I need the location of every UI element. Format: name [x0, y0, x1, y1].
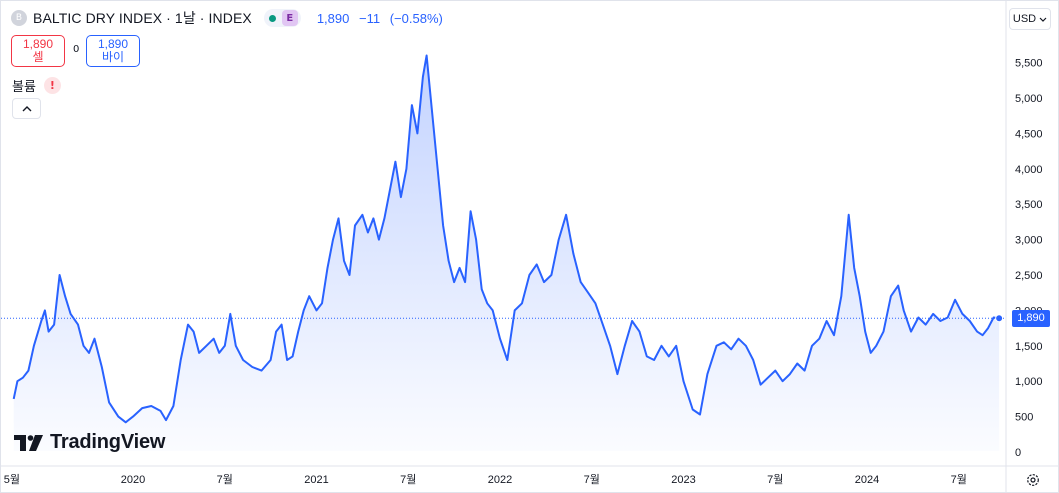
price-change-percent: (−0.58%) — [389, 10, 443, 26]
settings-icon — [1027, 474, 1039, 486]
y-tick-label: 0 — [1015, 447, 1021, 459]
sell-label: 셀 — [32, 50, 44, 64]
buy-price: 1,890 — [97, 37, 129, 51]
x-tick-label: 2020 — [121, 474, 145, 486]
x-tick-label: 2022 — [488, 474, 512, 486]
y-tick-label: 5,500 — [1015, 58, 1043, 70]
y-tick-label: 5,000 — [1015, 93, 1043, 105]
series-area-fill — [13, 55, 1000, 451]
currency-select[interactable]: USD — [1009, 8, 1051, 30]
logo-text: TradingView — [50, 431, 166, 453]
x-tick-label: 7월 — [951, 473, 967, 486]
last-price-tag: 1,890 — [1012, 309, 1050, 327]
y-tick-label: 1,000 — [1015, 376, 1043, 388]
symbol-legend: B BALTIC DRY INDEX · 1날 · INDEX E 1,890 … — [11, 8, 449, 28]
x-tick-label: 7월 — [217, 473, 233, 486]
warning-icon[interactable]: ! — [43, 77, 61, 94]
market-status-pill[interactable]: E — [263, 9, 301, 27]
tradingview-logo[interactable]: TradingView — [14, 431, 165, 454]
x-tick-label: 2024 — [855, 474, 879, 486]
sell-button[interactable]: 1,890 셀 — [11, 35, 65, 67]
chevron-down-icon — [1039, 17, 1047, 22]
x-tick-label: 7월 — [400, 473, 416, 486]
last-price: 1,890 — [316, 10, 350, 26]
y-tick-label: 500 — [1015, 412, 1033, 424]
y-tick-label: 4,000 — [1015, 164, 1043, 176]
x-tick-label: 5월 — [4, 473, 20, 486]
currency-label: USD — [1012, 13, 1037, 25]
chevron-up-icon — [22, 105, 31, 111]
price-change: −11 — [359, 10, 381, 26]
series-line — [12, 54, 1000, 424]
symbol-title[interactable]: BALTIC DRY INDEX · 1날 · INDEX — [33, 10, 252, 26]
exchange-badge: E — [281, 10, 298, 26]
y-tick-label: 4,500 — [1015, 128, 1043, 140]
y-tick-label: 3,000 — [1015, 235, 1043, 247]
symbol-logo-icon: B — [11, 10, 27, 26]
buy-button[interactable]: 1,890 바이 — [86, 35, 140, 67]
buy-label: 바이 — [101, 50, 125, 64]
x-tick-label: 2023 — [671, 474, 695, 486]
market-open-dot-icon — [268, 14, 276, 22]
y-tick-label: 2,500 — [1015, 270, 1043, 282]
x-tick-label: 7월 — [584, 473, 600, 486]
tradingview-logo-icon — [14, 434, 43, 451]
legend-values: 1,890 −11 (−0.58%) — [317, 11, 449, 26]
x-tick-label: 7월 — [767, 473, 783, 486]
x-tick-label: 2021 — [304, 474, 328, 486]
y-tick-label: 3,500 — [1015, 199, 1043, 211]
volume-label: 볼륨 — [12, 80, 36, 95]
sell-price: 1,890 — [22, 37, 54, 51]
chart-settings-button[interactable] — [1024, 471, 1042, 489]
spread-value: 0 — [73, 44, 80, 55]
y-tick-label: 1,500 — [1015, 341, 1043, 353]
last-point-marker — [995, 314, 1004, 323]
volume-indicator[interactable]: 볼륨 ! — [12, 76, 61, 95]
collapse-legend-button[interactable] — [12, 98, 41, 119]
